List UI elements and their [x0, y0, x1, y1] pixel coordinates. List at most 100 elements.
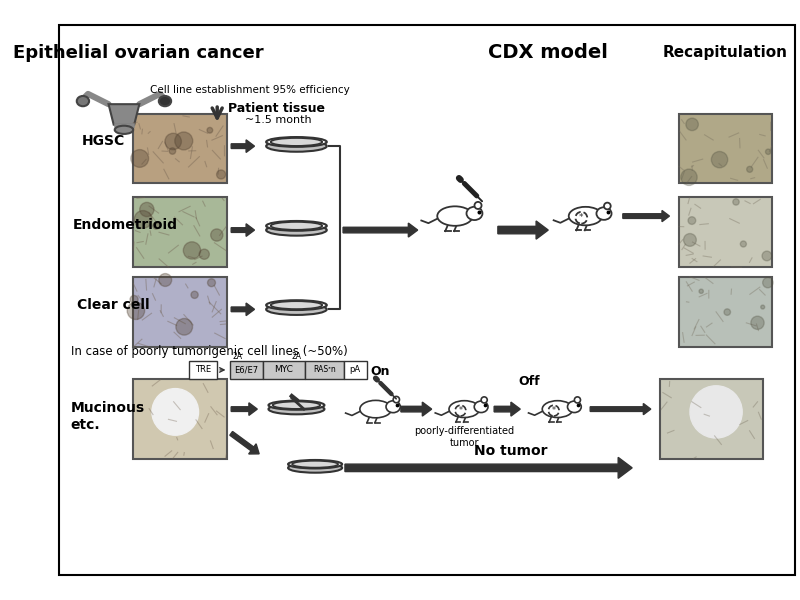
Ellipse shape [393, 397, 399, 403]
Circle shape [762, 251, 772, 261]
Text: poorly-differentiated
tumor: poorly-differentiated tumor [414, 426, 514, 448]
Ellipse shape [270, 222, 322, 230]
Text: HGSC: HGSC [82, 134, 126, 148]
Circle shape [751, 316, 764, 329]
Ellipse shape [266, 140, 326, 152]
Ellipse shape [481, 397, 487, 403]
Text: Mucinous
etc.: Mucinous etc. [70, 401, 145, 431]
Circle shape [153, 222, 160, 229]
Ellipse shape [114, 126, 133, 134]
Circle shape [199, 249, 210, 259]
Circle shape [127, 302, 145, 319]
Circle shape [766, 149, 771, 154]
FancyArrow shape [345, 457, 632, 478]
Circle shape [152, 389, 198, 435]
Ellipse shape [266, 224, 326, 236]
Ellipse shape [360, 400, 391, 418]
FancyArrow shape [231, 403, 258, 415]
Circle shape [210, 229, 223, 241]
FancyArrow shape [498, 221, 548, 239]
FancyBboxPatch shape [134, 197, 226, 268]
Text: MYC: MYC [274, 365, 293, 374]
Text: On: On [370, 365, 390, 379]
FancyArrow shape [231, 303, 254, 316]
Ellipse shape [269, 404, 325, 415]
Text: Patient tissue: Patient tissue [228, 103, 326, 115]
Text: In case of poorly tumorigenic cell lines (~50%): In case of poorly tumorigenic cell lines… [70, 345, 347, 358]
FancyBboxPatch shape [263, 361, 305, 379]
Circle shape [130, 295, 138, 304]
FancyBboxPatch shape [58, 25, 795, 575]
Circle shape [681, 169, 697, 185]
Ellipse shape [438, 206, 473, 226]
FancyBboxPatch shape [678, 197, 772, 268]
Circle shape [746, 166, 753, 172]
Ellipse shape [266, 300, 326, 310]
Text: Endometrioid: Endometrioid [73, 218, 178, 232]
Ellipse shape [273, 401, 320, 409]
Text: TRE: TRE [195, 365, 211, 374]
Text: Off: Off [518, 374, 540, 388]
Circle shape [711, 151, 728, 168]
Ellipse shape [288, 463, 342, 473]
Text: *: * [552, 406, 556, 415]
Text: Recapitulation: Recapitulation [663, 46, 788, 61]
Ellipse shape [266, 304, 326, 315]
Ellipse shape [449, 401, 479, 418]
FancyBboxPatch shape [134, 113, 226, 184]
Ellipse shape [270, 138, 322, 146]
Circle shape [761, 305, 765, 309]
FancyArrow shape [231, 140, 254, 152]
Text: No tumor: No tumor [474, 444, 548, 458]
Text: *: * [579, 213, 583, 222]
Circle shape [183, 242, 201, 259]
Ellipse shape [288, 460, 342, 469]
Ellipse shape [266, 221, 326, 231]
Circle shape [733, 199, 739, 205]
FancyArrow shape [343, 223, 418, 237]
Ellipse shape [474, 202, 482, 209]
Text: 2A: 2A [291, 352, 302, 361]
Ellipse shape [466, 207, 482, 220]
Text: *: * [458, 406, 462, 415]
Text: Epithelial ovarian cancer: Epithelial ovarian cancer [13, 44, 263, 62]
Ellipse shape [542, 401, 573, 418]
Ellipse shape [604, 203, 610, 209]
Circle shape [683, 233, 696, 247]
Circle shape [191, 291, 198, 298]
FancyArrow shape [231, 224, 254, 236]
Ellipse shape [569, 207, 602, 226]
Circle shape [688, 217, 696, 224]
Ellipse shape [159, 96, 171, 106]
Polygon shape [109, 104, 139, 125]
FancyBboxPatch shape [678, 113, 772, 184]
Circle shape [174, 132, 193, 150]
Circle shape [176, 319, 193, 335]
Ellipse shape [77, 96, 89, 106]
FancyArrow shape [401, 402, 432, 416]
Ellipse shape [574, 397, 581, 403]
Circle shape [217, 170, 226, 179]
Circle shape [740, 241, 746, 247]
Circle shape [131, 149, 149, 167]
Circle shape [699, 289, 703, 293]
Circle shape [762, 277, 773, 288]
Text: ~1.5 month: ~1.5 month [245, 115, 312, 125]
Circle shape [686, 118, 698, 131]
Circle shape [724, 309, 730, 316]
Text: 2A: 2A [233, 352, 242, 361]
Text: Clear cell: Clear cell [78, 298, 150, 311]
FancyBboxPatch shape [344, 361, 367, 379]
Text: Cell line establishment 95% efficiency: Cell line establishment 95% efficiency [150, 85, 350, 95]
Circle shape [134, 211, 152, 229]
Ellipse shape [270, 301, 322, 309]
Ellipse shape [269, 401, 325, 410]
Ellipse shape [292, 461, 338, 467]
Ellipse shape [474, 401, 488, 413]
Text: CDX model: CDX model [488, 43, 608, 62]
Circle shape [690, 386, 742, 438]
Ellipse shape [567, 401, 582, 413]
Circle shape [140, 202, 154, 217]
FancyBboxPatch shape [134, 277, 226, 347]
FancyArrow shape [230, 431, 259, 454]
